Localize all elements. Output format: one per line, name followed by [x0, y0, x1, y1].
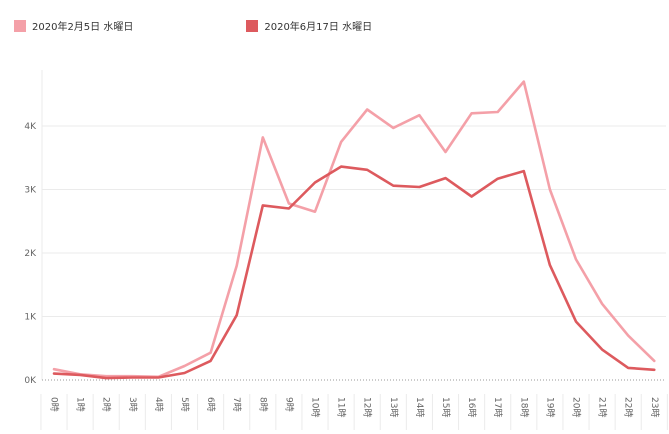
- x-tick-1: 1時: [75, 397, 86, 412]
- x-tick-13: 13時: [388, 397, 399, 417]
- x-tick-19: 19時: [544, 397, 555, 417]
- grid-lines: [42, 125, 666, 317]
- x-tick-20: 20時: [571, 397, 582, 417]
- y-tick-0K: 0K: [24, 376, 37, 386]
- x-tick-16: 16時: [466, 397, 477, 417]
- y-tick-1K: 1K: [24, 313, 37, 323]
- legend-item-2020-06-17[interactable]: 2020年6月17日 水曜日: [246, 18, 372, 33]
- x-tick-15: 15時: [440, 397, 451, 417]
- series-lines: [52, 80, 656, 380]
- y-tick-3K: 3K: [24, 186, 37, 196]
- x-tick-23: 23時: [649, 397, 660, 417]
- legend-swatch-2020-06-17: [246, 19, 259, 32]
- x-tick-9: 9時: [283, 397, 294, 412]
- x-tick-14: 14時: [414, 397, 425, 417]
- series-line-1[interactable]: [52, 165, 656, 380]
- x-tick-22: 22時: [623, 397, 634, 417]
- x-tick-21: 21時: [597, 397, 608, 417]
- legend-label-2020-06-17: 2020年6月17日 水曜日: [264, 22, 373, 33]
- x-tick-2: 2時: [101, 397, 112, 412]
- x-tick-17: 17時: [492, 397, 503, 417]
- x-tick-10: 10時: [310, 397, 321, 417]
- y-tick-4K: 4K: [24, 122, 37, 132]
- x-tick-8: 8時: [257, 397, 268, 412]
- legend-swatch-2020-02-05: [14, 19, 26, 32]
- x-tick-labels: 0時 1時 2時 3時 4時 5時 6時 7時 8時 9時 10時 11時 12時 13時 14時 15時 16…: [49, 397, 660, 417]
- x-tick-5: 5時: [179, 397, 190, 412]
- chart-legend: 2020年2月5日 水曜日 2020年6月17日 水曜日: [14, 18, 372, 33]
- legend-label-2020-02-05: 2020年2月5日 水曜日: [32, 22, 134, 33]
- x-tick-11: 11時: [336, 397, 347, 417]
- x-tick-3: 3時: [127, 397, 138, 412]
- y-tick-labels: 0K 1K 2K 3K 4K: [24, 122, 37, 386]
- legend-item-2020-02-05[interactable]: 2020年2月5日 水曜日: [14, 18, 133, 33]
- x-tick-6: 6時: [205, 397, 216, 412]
- x-tick-18: 18時: [518, 397, 529, 417]
- y-tick-2K: 2K: [24, 249, 37, 259]
- x-tick-4: 4時: [153, 397, 164, 412]
- x-tick-0: 0時: [49, 397, 60, 412]
- x-tick-12: 12時: [362, 397, 373, 417]
- axes: [40, 70, 668, 430]
- x-tick-7: 7時: [231, 397, 242, 412]
